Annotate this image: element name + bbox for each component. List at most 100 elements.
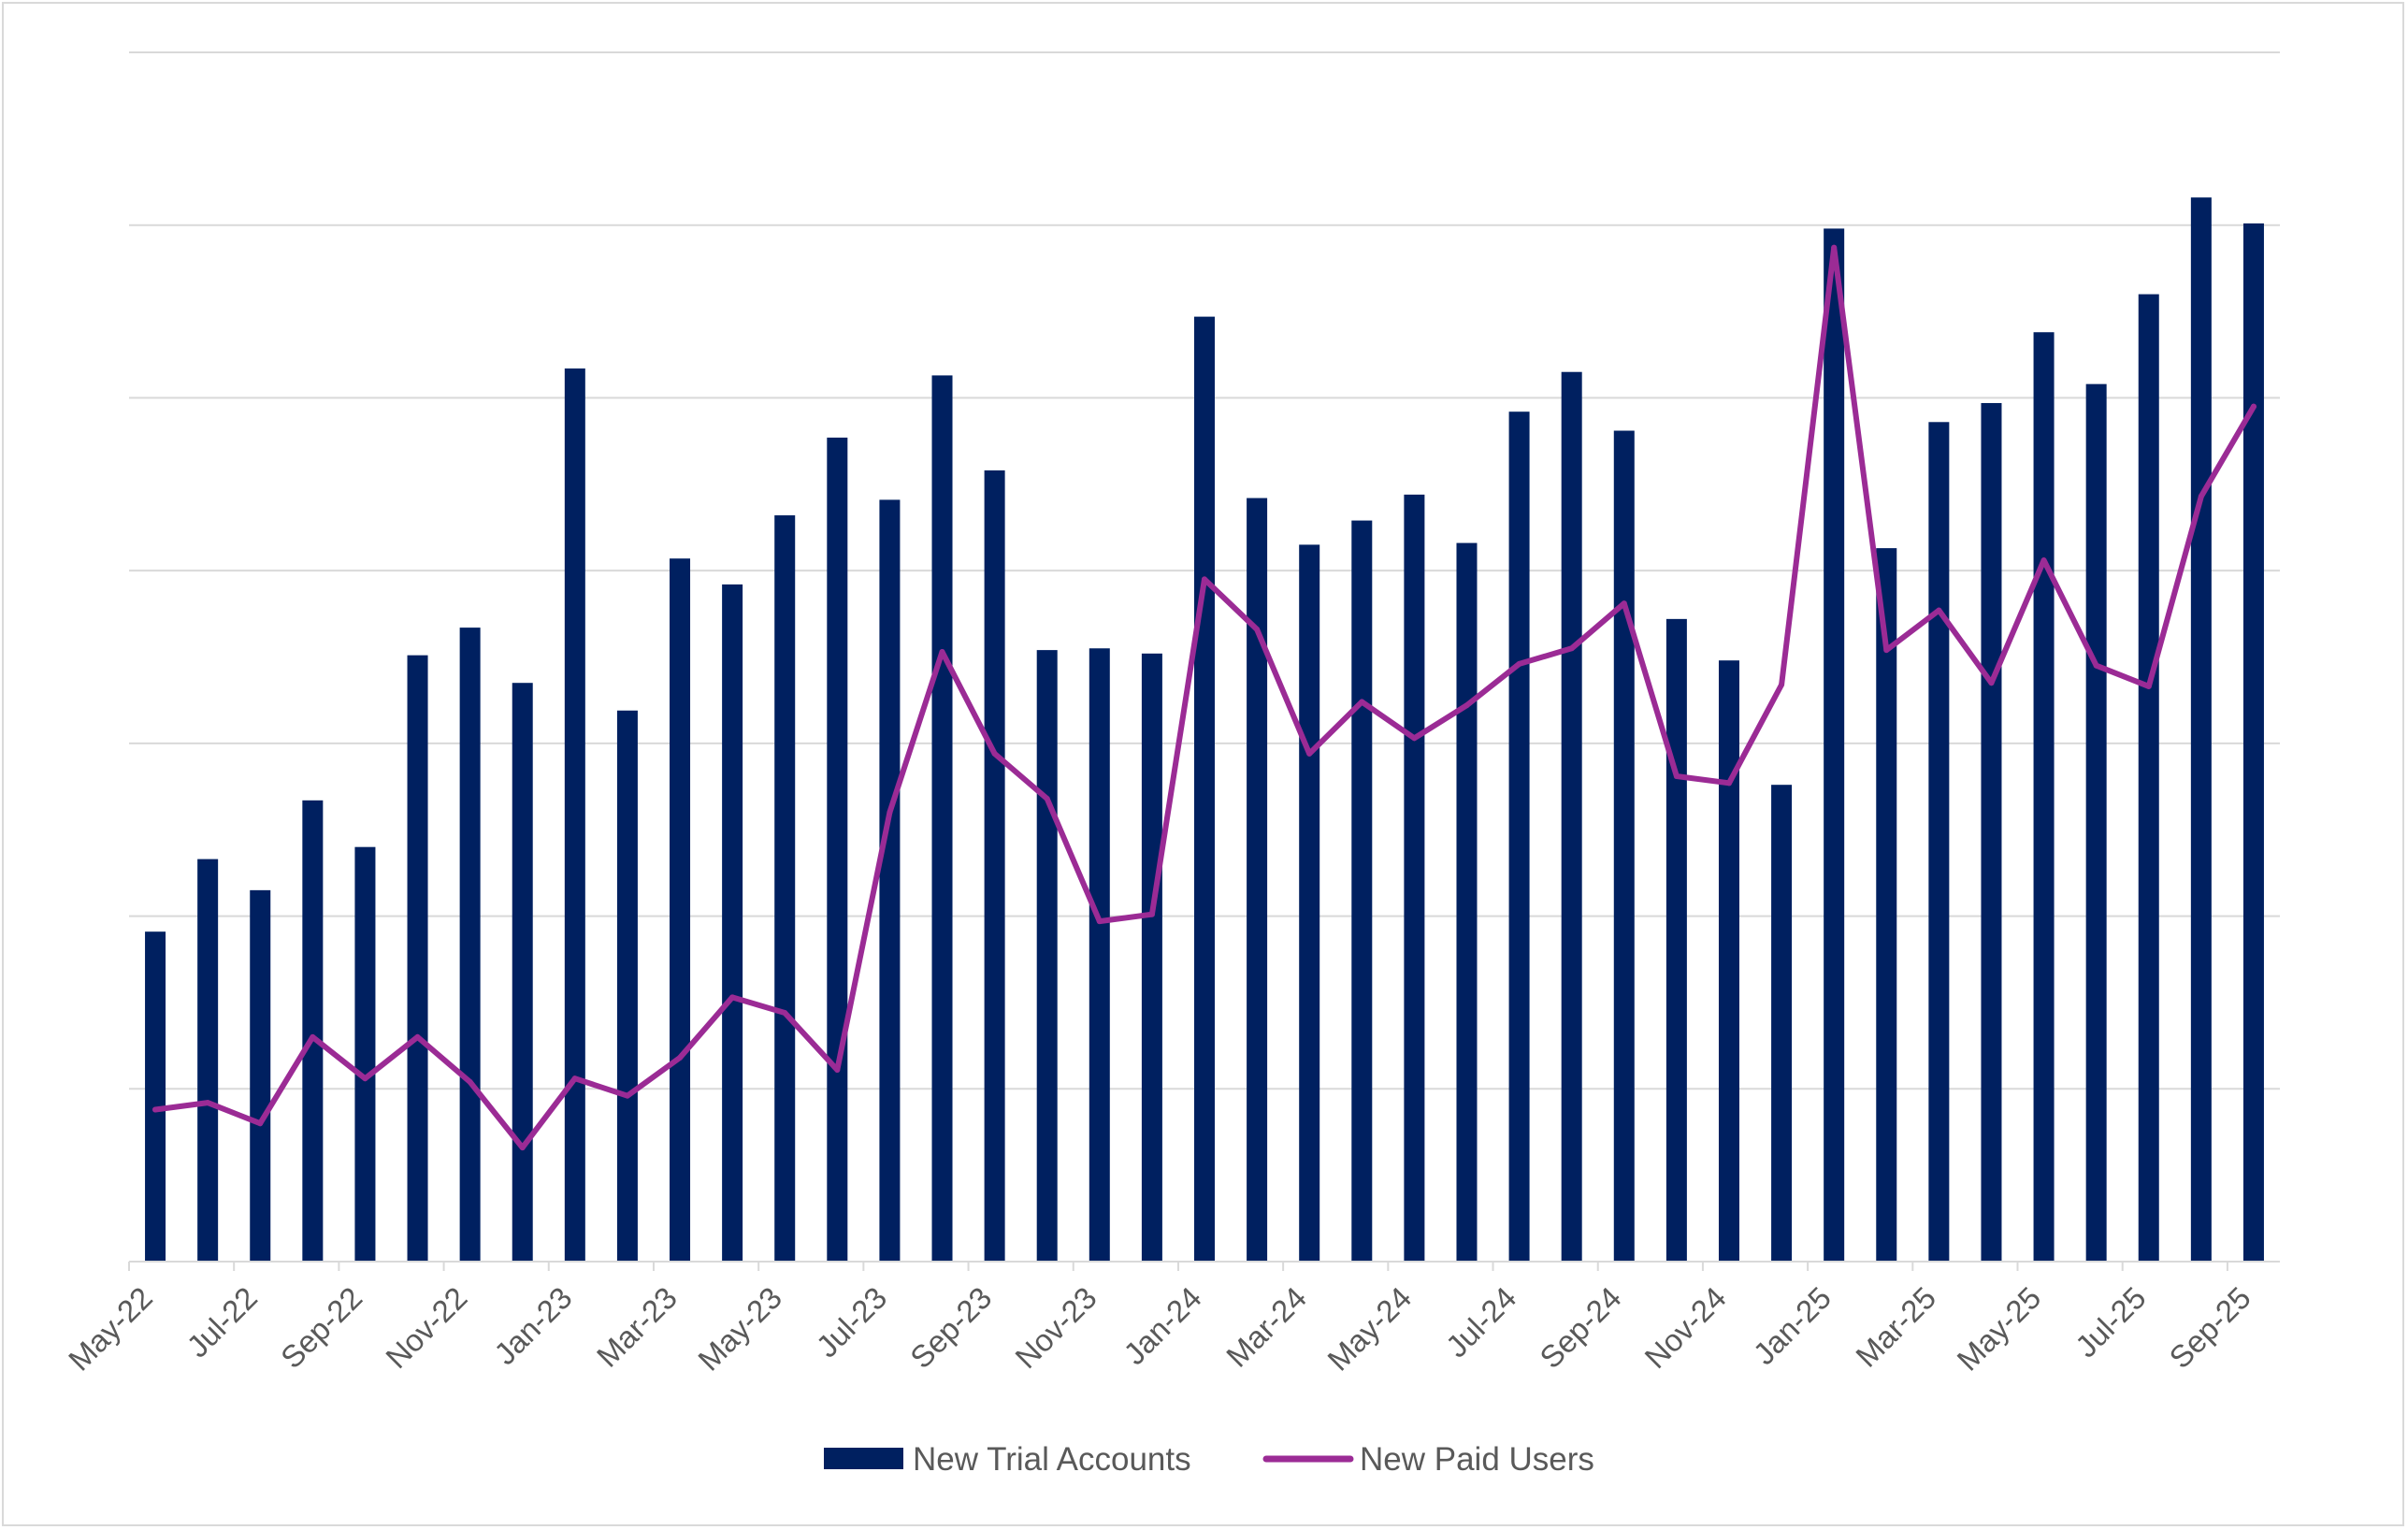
point-jan-24 xyxy=(1202,576,1207,583)
point-aug-25 xyxy=(2198,493,2204,499)
point-jan-23 xyxy=(571,1075,578,1082)
point-feb-25 xyxy=(1883,647,1890,654)
x-tick-label: Sep-23 xyxy=(903,1280,998,1375)
point-may-23 xyxy=(782,1010,788,1017)
point-jun-22 xyxy=(205,1100,211,1106)
line-series-new-paid-users xyxy=(152,244,2257,1151)
legend-label-new-trial-accounts: New Trial Accounts xyxy=(913,1441,1191,1478)
x-tick-label: Jan-24 xyxy=(1117,1280,1208,1372)
x-tick-label: Nov-24 xyxy=(1637,1280,1732,1375)
bar-mar-24 xyxy=(1299,544,1320,1262)
point-jan-25 xyxy=(1831,244,1838,251)
point-aug-22 xyxy=(310,1033,316,1040)
point-nov-24 xyxy=(1725,780,1732,787)
bar-jul-25 xyxy=(2138,294,2159,1263)
point-jul-25 xyxy=(2145,683,2152,689)
bar-sep-24 xyxy=(1613,430,1635,1262)
bar-may-25 xyxy=(2033,332,2055,1262)
point-jun-25 xyxy=(2093,662,2099,669)
bar-dec-23 xyxy=(1141,653,1162,1262)
point-feb-23 xyxy=(624,1092,630,1099)
bar-oct-23 xyxy=(1036,650,1058,1262)
x-tick-label: Mar-24 xyxy=(1219,1280,1313,1374)
bar-aug-22 xyxy=(302,800,324,1262)
point-apr-25 xyxy=(1988,680,1995,686)
bar-oct-24 xyxy=(1665,618,1687,1262)
bar-nov-24 xyxy=(1718,660,1739,1262)
x-tick-label: Mar-23 xyxy=(590,1280,684,1374)
bar-jun-22 xyxy=(197,859,219,1262)
bar-jul-22 xyxy=(250,889,271,1262)
point-may-25 xyxy=(2040,557,2047,564)
legend: New Trial Accounts New Paid Users xyxy=(824,1441,1594,1478)
bar-jul-24 xyxy=(1508,411,1530,1263)
bar-aug-25 xyxy=(2190,197,2212,1262)
point-nov-22 xyxy=(467,1078,473,1085)
point-mar-25 xyxy=(1936,607,1942,613)
x-tick-label: Jan-25 xyxy=(1747,1280,1838,1372)
x-tick-label: Nov-22 xyxy=(379,1280,473,1375)
point-feb-24 xyxy=(1254,626,1261,632)
bar-jan-24 xyxy=(1194,316,1215,1262)
bar-may-24 xyxy=(1404,494,1425,1262)
x-axis: May-22 Jul-22 Sep-22 Nov-22 Jan-23 Mar-23 May-… xyxy=(62,1261,2280,1378)
point-mar-23 xyxy=(677,1055,684,1061)
point-may-24 xyxy=(1411,735,1418,742)
x-tick-label: Jul-23 xyxy=(810,1280,894,1364)
point-apr-23 xyxy=(729,994,736,1001)
x-tick-label: Mar-25 xyxy=(1849,1280,1942,1374)
bar-feb-24 xyxy=(1247,498,1268,1262)
point-may-22 xyxy=(152,1106,159,1113)
point-jun-23 xyxy=(834,1066,841,1073)
x-tick-label: May-22 xyxy=(62,1280,159,1378)
bar-feb-23 xyxy=(616,710,638,1262)
bar-dec-22 xyxy=(512,683,533,1262)
x-tick-label: May-23 xyxy=(691,1280,788,1378)
bar-apr-24 xyxy=(1351,520,1373,1262)
point-sep-25 xyxy=(2250,403,2257,410)
point-jul-22 xyxy=(257,1120,264,1127)
bar-aug-24 xyxy=(1561,371,1582,1262)
bar-jan-25 xyxy=(1824,228,1845,1262)
x-tick-label: Sep-24 xyxy=(1533,1280,1627,1375)
point-aug-23 xyxy=(939,648,945,655)
bar-sep-22 xyxy=(354,846,376,1262)
bar-jun-24 xyxy=(1456,542,1478,1262)
bar-aug-23 xyxy=(931,375,953,1262)
x-tick-label: Jul-25 xyxy=(2069,1280,2153,1364)
bar-sep-23 xyxy=(984,470,1005,1263)
x-tick-label: Nov-23 xyxy=(1008,1280,1103,1375)
x-tick-label: Sep-25 xyxy=(2162,1280,2257,1375)
point-oct-22 xyxy=(414,1033,421,1040)
bar-series-new-trial-accounts xyxy=(145,197,2264,1263)
point-aug-24 xyxy=(1568,645,1575,652)
point-mar-24 xyxy=(1306,750,1313,757)
point-oct-23 xyxy=(1044,795,1050,801)
point-jul-23 xyxy=(887,809,893,816)
x-tick-label: Sep-22 xyxy=(274,1280,368,1375)
bar-oct-22 xyxy=(407,655,428,1262)
point-sep-24 xyxy=(1621,600,1627,607)
bar-jun-25 xyxy=(2085,383,2107,1262)
point-jul-24 xyxy=(1516,660,1522,667)
bar-mar-23 xyxy=(670,558,691,1262)
legend-label-new-paid-users: New Paid Users xyxy=(1360,1441,1594,1478)
x-tick-label: May-25 xyxy=(1950,1280,2047,1378)
point-jun-24 xyxy=(1464,702,1470,709)
x-tick-label: Jan-23 xyxy=(487,1280,579,1372)
bar-feb-25 xyxy=(1876,548,1897,1262)
bar-apr-23 xyxy=(722,584,743,1262)
bar-jun-23 xyxy=(827,437,848,1263)
bar-dec-24 xyxy=(1771,785,1793,1262)
bar-may-23 xyxy=(774,515,796,1262)
x-tick-label: Jul-22 xyxy=(180,1280,264,1364)
point-sep-23 xyxy=(991,750,998,757)
point-apr-24 xyxy=(1359,699,1365,705)
point-dec-24 xyxy=(1779,682,1785,688)
point-sep-22 xyxy=(362,1075,368,1082)
bar-mar-25 xyxy=(1928,422,1950,1262)
point-dec-23 xyxy=(1148,911,1155,917)
bar-nov-23 xyxy=(1089,648,1110,1262)
x-tick-label: May-24 xyxy=(1320,1280,1418,1378)
